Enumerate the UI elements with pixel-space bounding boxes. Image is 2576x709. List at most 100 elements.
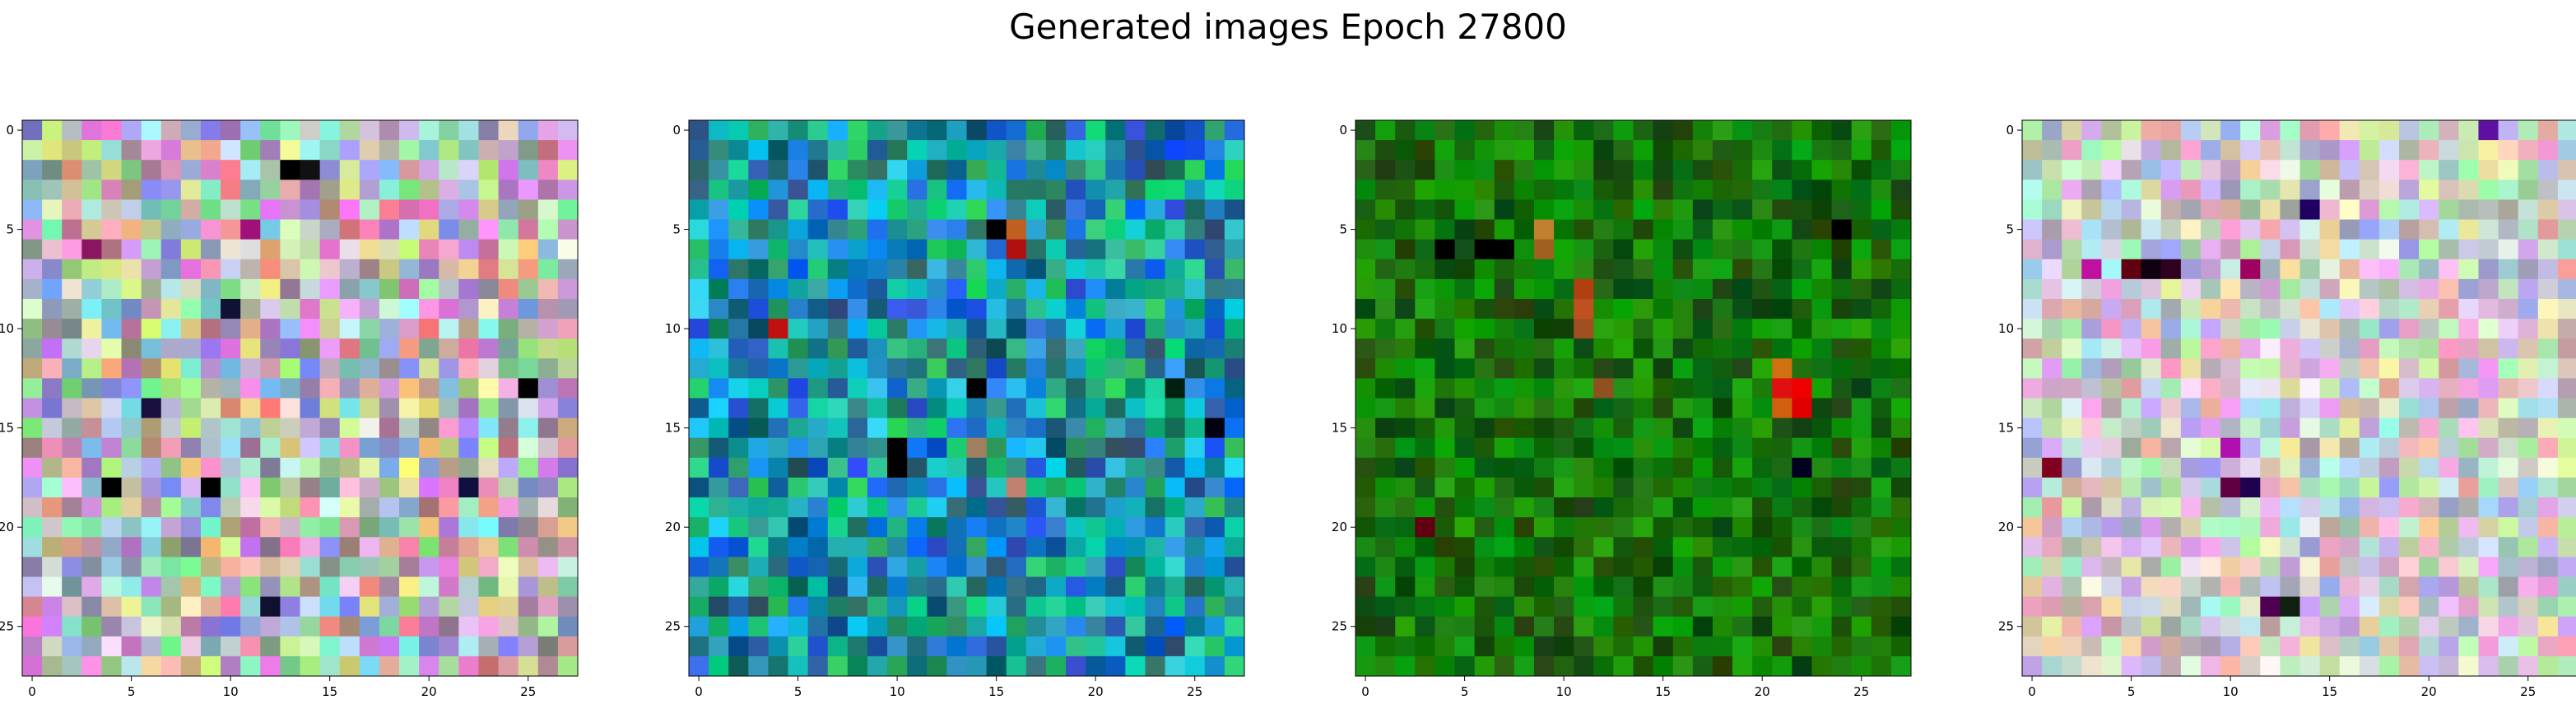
pixel-cell — [1871, 140, 1892, 161]
pixel-cell — [2042, 576, 2062, 598]
pixel-cell — [887, 557, 908, 577]
pixel-cell — [1395, 417, 1416, 439]
x-tick-label: 5 — [794, 684, 802, 699]
pixel-cell — [1890, 278, 1912, 300]
pixel-cell — [537, 517, 559, 538]
pixel-cell — [1025, 557, 1047, 577]
pixel-cell — [1045, 140, 1067, 161]
pixel-cell — [1554, 319, 1574, 339]
pixel-cell — [689, 140, 709, 161]
pixel-cell — [557, 457, 579, 478]
pixel-cell — [907, 219, 928, 240]
pixel-cell — [748, 378, 769, 399]
pixel-cell — [518, 576, 539, 598]
pixel-cell — [689, 437, 709, 459]
pixel-cell — [2518, 319, 2539, 339]
pixel-cell — [81, 537, 102, 557]
pixel-cell — [827, 457, 849, 478]
pixel-cell — [399, 477, 420, 498]
pixel-cell — [2299, 239, 2321, 260]
pixel-cell — [2359, 596, 2380, 618]
pixel-cell — [2022, 576, 2043, 598]
pixel-cell — [2518, 616, 2539, 637]
pixel-cell — [141, 140, 162, 161]
axes-frame — [1355, 119, 1912, 677]
pixel-cell — [2378, 497, 2400, 518]
pixel-cell — [867, 576, 888, 598]
pixel-cell — [2537, 616, 2559, 637]
pixel-cell — [458, 596, 479, 618]
pixel-cell — [81, 319, 102, 339]
pixel-cell — [1732, 596, 1753, 618]
pixel-cell — [1732, 636, 1753, 657]
pixel-cell — [1851, 477, 1872, 498]
pixel-cell — [260, 596, 281, 618]
pixel-cell — [2280, 537, 2300, 557]
pixel-cell — [1105, 477, 1126, 498]
pixel-cell — [2319, 378, 2341, 399]
pixel-cell — [1086, 298, 1106, 320]
pixel-cell — [1165, 437, 1186, 459]
pixel-cell — [280, 338, 300, 359]
pixel-cell — [709, 457, 729, 478]
pixel-cell — [2141, 278, 2162, 300]
pixel-cell — [2378, 199, 2400, 221]
pixel-cell — [1165, 557, 1186, 577]
pixel-cell — [2557, 239, 2576, 260]
pixel-cell — [1811, 537, 1833, 557]
pixel-cell — [221, 378, 241, 399]
pixel-cell — [2160, 497, 2182, 518]
pixel-cell — [557, 596, 579, 618]
pixel-cell — [379, 278, 400, 300]
pixel-cell — [1045, 497, 1067, 518]
pixel-cell — [498, 576, 519, 598]
pixel-cell — [1224, 616, 1245, 637]
pixel-cell — [927, 298, 947, 320]
pixel-cell — [1474, 358, 1495, 379]
pixel-cell — [439, 239, 459, 260]
pixel-cell — [2220, 596, 2241, 618]
pixel-cell — [2399, 596, 2420, 618]
pixel-cell — [966, 120, 988, 141]
pixel-cell — [399, 259, 420, 280]
pixel-cell — [2081, 160, 2102, 180]
pixel-cell — [2042, 517, 2062, 538]
pixel-cell — [2081, 477, 2102, 498]
pixel-cell — [946, 219, 967, 240]
pixel-cell — [2557, 120, 2576, 141]
pixel-cell — [478, 239, 500, 260]
pixel-cell — [1224, 557, 1245, 577]
pixel-cell — [966, 298, 988, 320]
pixel-cell — [2378, 557, 2400, 577]
pixel-cell — [1772, 457, 1793, 478]
pixel-cell — [1204, 457, 1225, 478]
pixel-cell — [2260, 477, 2281, 498]
pixel-cell — [81, 358, 102, 379]
pixel-cell — [2220, 180, 2241, 200]
pixel-cell — [1184, 616, 1206, 637]
pixel-cell — [240, 477, 261, 498]
pixel-cell — [399, 378, 420, 399]
pixel-cell — [1145, 120, 1166, 141]
pixel-cell — [359, 457, 380, 478]
pixel-cell — [300, 517, 321, 538]
pixel-cell — [1692, 298, 1713, 320]
pixel-cell — [709, 319, 729, 339]
pixel-cell — [2419, 398, 2439, 419]
pixel-cell — [2478, 477, 2499, 498]
pixel-cell — [1613, 140, 1634, 161]
pixel-cell — [339, 259, 360, 280]
pixel-cell — [2439, 278, 2459, 300]
pixel-cell — [946, 319, 967, 339]
pixel-cell — [1851, 319, 1872, 339]
pixel-cell — [1454, 457, 1476, 478]
pixel-cell — [1204, 140, 1225, 161]
pixel-cell — [1415, 557, 1435, 577]
pixel-cell — [42, 616, 63, 637]
pixel-cell — [1045, 298, 1067, 320]
pixel-cell — [2498, 616, 2519, 637]
pixel-cell — [180, 437, 202, 459]
pixel-cell — [1224, 417, 1245, 439]
pixel-cell — [1006, 298, 1027, 320]
